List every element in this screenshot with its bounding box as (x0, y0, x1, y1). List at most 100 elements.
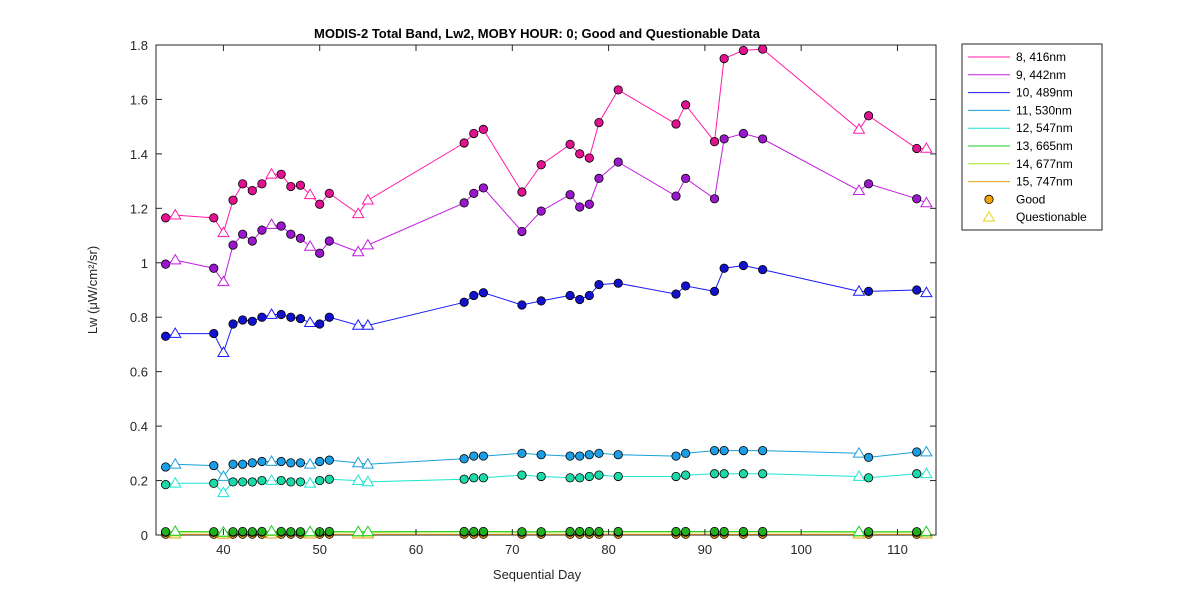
good-point (315, 319, 325, 329)
good-point (709, 469, 720, 479)
legend-label: Good (1016, 192, 1045, 206)
questionable-point (303, 457, 317, 469)
questionable-point (265, 524, 278, 536)
legend-label: Questionable (1016, 210, 1087, 224)
good-point (719, 263, 729, 273)
good-point (536, 160, 546, 170)
legend-label: 8, 416nm (1016, 50, 1066, 64)
good-point (681, 281, 691, 291)
good-point (575, 149, 585, 159)
questionable-point (168, 524, 182, 536)
good-point (247, 477, 257, 487)
questionable-point (168, 476, 182, 488)
good-point (738, 128, 749, 139)
good-point (315, 456, 325, 467)
legend-label: 15, 747nm (1016, 175, 1073, 189)
good-point (238, 315, 248, 325)
questionable-point (351, 456, 365, 468)
good-point (863, 473, 874, 483)
x-axis-label: Sequential Day (493, 567, 582, 582)
good-point (257, 475, 267, 486)
questionable-point (852, 525, 866, 537)
good-point (228, 319, 238, 329)
questionable-point (303, 188, 317, 200)
good-point (286, 312, 296, 322)
good-point (286, 458, 296, 468)
good-point (469, 290, 479, 301)
good-point (469, 473, 479, 483)
questionable-point (852, 469, 866, 481)
good-point (478, 124, 489, 134)
good-point (536, 296, 546, 306)
y-axis-label: Lw (μW/cm²/sr) (85, 246, 100, 334)
questionable-point (168, 457, 182, 469)
good-point (315, 248, 325, 258)
questionable-point (919, 467, 933, 479)
good-point (209, 263, 219, 273)
questionable-point (852, 446, 866, 458)
legend-questionable-marker (982, 210, 996, 222)
questionable-point (303, 525, 317, 537)
good-point (584, 199, 594, 209)
questionable-point (919, 286, 933, 298)
good-point (671, 471, 681, 482)
good-point (536, 450, 546, 460)
good-point (709, 526, 720, 537)
good-point (738, 260, 749, 271)
good-point (324, 312, 334, 322)
y-tick-label: 0.4 (130, 419, 148, 434)
good-point (681, 100, 691, 110)
good-point (671, 451, 681, 461)
good-point (863, 452, 874, 463)
good-point (478, 451, 489, 461)
good-point (257, 179, 267, 189)
questionable-point (168, 253, 182, 265)
good-point (469, 128, 479, 139)
questionable-point (852, 122, 866, 134)
y-tick-label: 1.8 (130, 38, 148, 53)
good-point (613, 471, 623, 482)
good-point (228, 195, 238, 205)
good-point (575, 451, 585, 461)
good-point (257, 225, 267, 235)
good-point (295, 180, 306, 190)
questionable-point (265, 308, 278, 319)
good-point (276, 526, 286, 537)
good-point (758, 134, 768, 144)
good-point (459, 454, 469, 464)
questionable-point (303, 476, 317, 488)
questionable-point (351, 245, 365, 257)
axis-ticks: 40 50 60 70 80 90 100 110 0 0.2 0.4 0.6 0.8 1 1.2 1.4 1.… (130, 38, 936, 557)
good-point (276, 221, 286, 231)
questionable-point (351, 525, 365, 537)
good-point (238, 477, 248, 487)
good-point (324, 526, 334, 537)
good-point (247, 316, 257, 326)
good-point (228, 477, 238, 487)
questionable-point (919, 525, 933, 537)
good-point (517, 187, 527, 197)
good-point (681, 448, 691, 458)
good-point (536, 206, 546, 216)
good-point (517, 448, 527, 458)
good-point (575, 294, 585, 305)
questionable-point (919, 141, 933, 153)
good-point (584, 153, 594, 163)
good-point (575, 202, 585, 212)
questionable-point (265, 474, 278, 485)
good-point (565, 473, 575, 483)
good-point (324, 455, 334, 465)
questionable-point (217, 346, 230, 357)
questionable-point (217, 226, 230, 238)
good-point (161, 462, 171, 472)
good-point (536, 527, 546, 537)
good-point (671, 526, 681, 537)
good-point (584, 526, 594, 537)
questionable-point (852, 284, 866, 296)
good-point (478, 288, 489, 298)
good-point (594, 526, 604, 537)
good-point (247, 236, 257, 246)
good-point (295, 527, 306, 537)
questionable-point (168, 327, 182, 338)
